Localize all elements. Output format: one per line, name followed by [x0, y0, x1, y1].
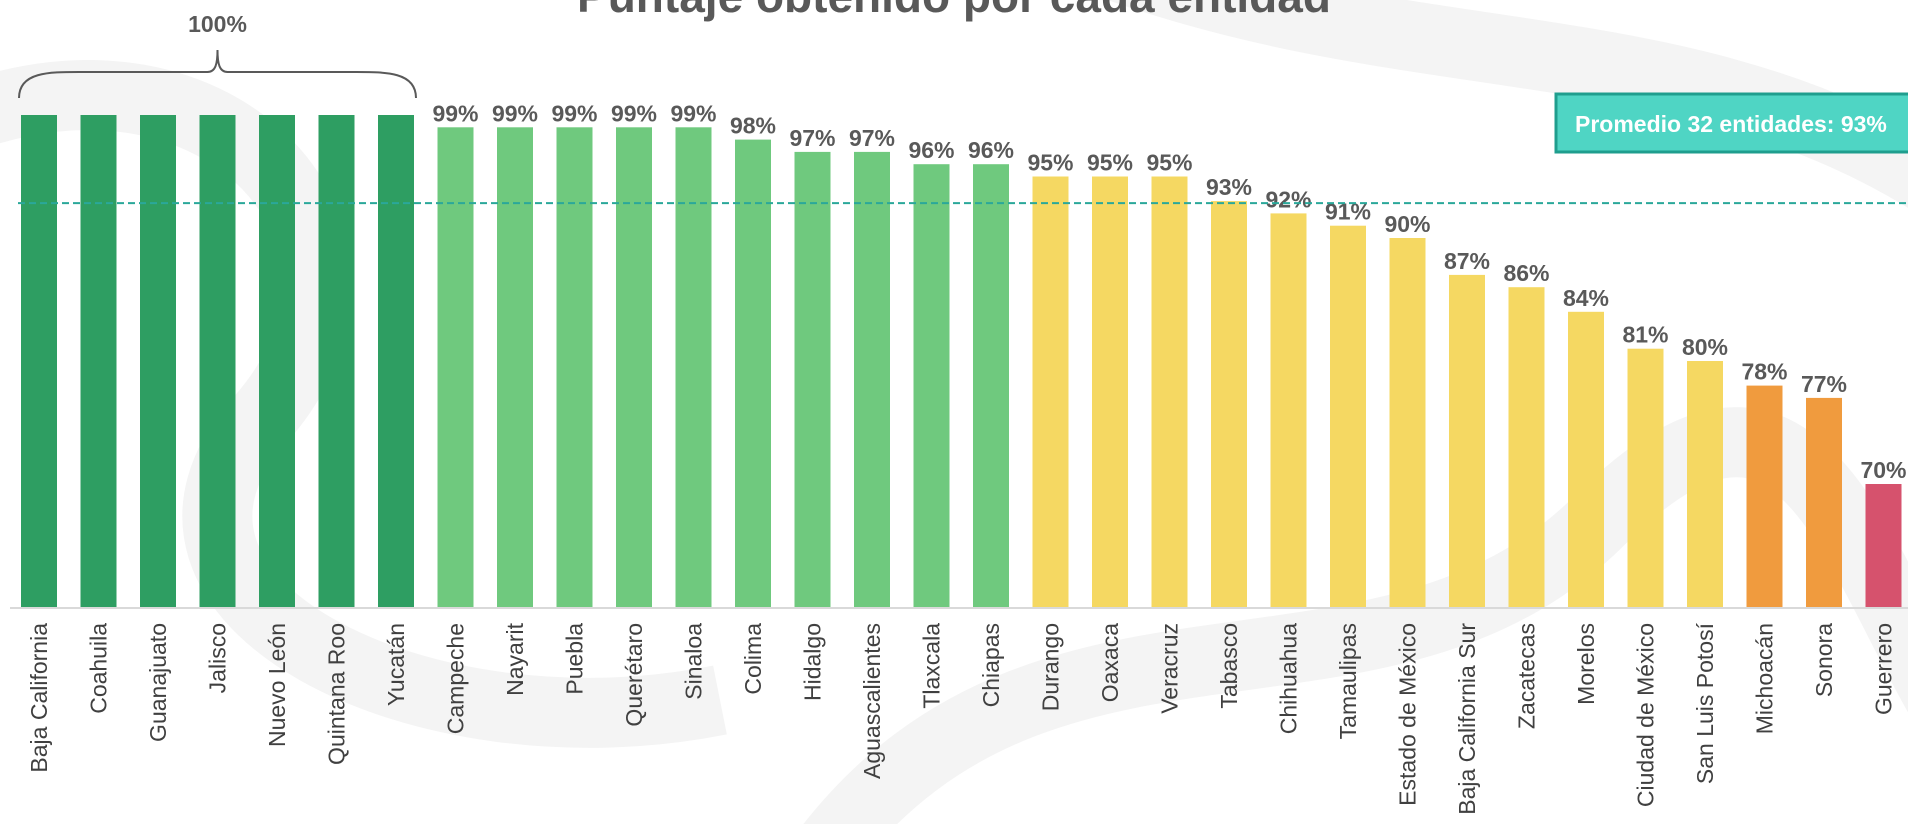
- bar-jalisco: [199, 115, 236, 607]
- category-label-baja-california: Baja California: [26, 623, 52, 773]
- value-label-nayarit: 99%: [492, 100, 538, 126]
- category-label-hidalgo: Hidalgo: [800, 623, 826, 701]
- category-label-tlaxcala: Tlaxcala: [919, 623, 945, 709]
- bar-tlaxcala: [913, 164, 950, 607]
- category-label-aguascalientes: Aguascalientes: [859, 623, 885, 779]
- value-labels-group: 99% 99% 99% 99% 99% 98% 97% 97% 96% 96% 95% 95% 95% 9…: [432, 100, 1906, 483]
- value-label-oaxaca: 95%: [1087, 150, 1133, 176]
- value-label-aguascalientes: 97%: [849, 125, 895, 151]
- value-label-campeche: 99%: [432, 100, 478, 126]
- category-labels-group: Baja California Coahuila Guanajuato Jalisco…: [26, 622, 1897, 814]
- value-label-san-luis-potosi: 80%: [1682, 334, 1728, 360]
- bar-yucatan: [378, 115, 414, 607]
- value-label-morelos: 84%: [1563, 285, 1609, 311]
- bar-baja-california-sur: [1449, 274, 1485, 607]
- bar-veracruz: [1151, 176, 1188, 607]
- value-label-guerrero: 70%: [1860, 457, 1906, 483]
- category-label-guanajuato: Guanajuato: [145, 623, 171, 742]
- value-label-hidalgo: 97%: [789, 125, 835, 151]
- average-box: [1554, 92, 1908, 154]
- bar-ciudad-de-mexico: [1627, 348, 1664, 607]
- bars-group: [21, 115, 1902, 608]
- bar-nuevo-leon: [259, 115, 295, 607]
- bar-san-luis-potosi: [1687, 361, 1723, 607]
- bar-aguascalientes: [854, 151, 890, 607]
- value-label-estado-de-mexico: 90%: [1384, 211, 1430, 237]
- bar-zacatecas: [1508, 287, 1545, 607]
- category-label-nayarit: Nayarit: [502, 622, 528, 695]
- chart-title: Puntaje obtenido por cada entidad: [577, 0, 1331, 22]
- category-label-quintana-roo: Quintana Roo: [324, 623, 350, 765]
- value-label-sonora: 77%: [1801, 371, 1847, 397]
- value-label-zacatecas: 86%: [1503, 260, 1549, 286]
- bar-colima: [735, 139, 771, 607]
- bar-queretaro: [616, 127, 652, 608]
- category-label-coahuila: Coahuila: [86, 623, 112, 714]
- category-label-san-luis-potosi: San Luis Potosí: [1692, 622, 1718, 784]
- bar-puebla: [556, 127, 593, 608]
- category-label-jalisco: Jalisco: [205, 623, 231, 693]
- bar-coahuila: [80, 115, 117, 607]
- category-label-tabasco: Tabasco: [1216, 623, 1242, 709]
- bar-chiapas: [973, 164, 1009, 607]
- bar-tamaulipas: [1330, 225, 1366, 607]
- bar-baja-california: [21, 115, 57, 607]
- category-label-estado-de-mexico: Estado de México: [1395, 623, 1421, 806]
- bar-quintana-roo: [318, 115, 355, 607]
- bar-guerrero: [1865, 484, 1902, 607]
- category-label-chihuahua: Chihuahua: [1276, 623, 1302, 734]
- category-label-morelos: Morelos: [1573, 623, 1599, 705]
- category-label-yucatan: Yucatán: [383, 623, 409, 706]
- bar-tabasco: [1211, 201, 1247, 607]
- value-label-michoacan: 78%: [1741, 359, 1787, 385]
- category-label-zacatecas: Zacatecas: [1514, 623, 1540, 729]
- category-label-veracruz: Veracruz: [1157, 623, 1183, 714]
- category-label-sinaloa: Sinaloa: [681, 623, 707, 700]
- value-label-durango: 95%: [1027, 150, 1073, 176]
- value-label-tabasco: 93%: [1206, 174, 1252, 200]
- category-label-baja-california-sur: Baja California Sur: [1454, 623, 1480, 815]
- category-label-queretaro: Querétaro: [621, 623, 647, 727]
- bar-chihuahua: [1270, 213, 1307, 607]
- bar-sonora: [1806, 397, 1842, 607]
- value-label-chiapas: 96%: [968, 137, 1014, 163]
- average-label: Promedio 32 entidades: 93%: [1575, 111, 1887, 137]
- category-label-oaxaca: Oaxaca: [1097, 623, 1123, 702]
- value-label-veracruz: 95%: [1146, 150, 1192, 176]
- bar-hidalgo: [794, 151, 831, 607]
- category-label-campeche: Campeche: [443, 623, 469, 734]
- bar-oaxaca: [1092, 176, 1128, 607]
- category-label-colima: Colima: [740, 623, 766, 695]
- value-label-sinaloa: 99%: [670, 100, 716, 126]
- bar-durango: [1032, 176, 1069, 607]
- bar-guanajuato: [140, 115, 176, 607]
- bar-nayarit: [497, 127, 533, 608]
- category-label-ciudad-de-mexico: Ciudad de México: [1633, 623, 1659, 807]
- bar-campeche: [437, 127, 474, 608]
- value-label-puebla: 99%: [551, 100, 597, 126]
- category-label-puebla: Puebla: [562, 623, 588, 695]
- value-label-ciudad-de-mexico: 81%: [1622, 322, 1668, 348]
- value-label-baja-california-sur: 87%: [1444, 248, 1490, 274]
- category-label-chiapas: Chiapas: [978, 623, 1004, 707]
- category-label-durango: Durango: [1038, 623, 1064, 711]
- category-label-tamaulipas: Tamaulipas: [1335, 623, 1361, 739]
- bar-sinaloa: [675, 127, 712, 608]
- category-label-nuevo-leon: Nuevo León: [264, 623, 290, 747]
- value-label-chihuahua: 92%: [1265, 186, 1311, 212]
- value-label-colima: 98%: [730, 113, 776, 139]
- category-label-sonora: Sonora: [1811, 623, 1837, 697]
- bar-estado-de-mexico: [1389, 238, 1426, 607]
- bar-michoacan: [1746, 385, 1783, 607]
- category-label-guerrero: Guerrero: [1871, 623, 1897, 715]
- group-brace: [18, 49, 417, 99]
- category-label-michoacan: Michoacán: [1752, 623, 1778, 734]
- bar-morelos: [1568, 311, 1604, 607]
- value-label-tlaxcala: 96%: [908, 137, 954, 163]
- group-label: 100%: [188, 11, 247, 37]
- value-label-queretaro: 99%: [611, 100, 657, 126]
